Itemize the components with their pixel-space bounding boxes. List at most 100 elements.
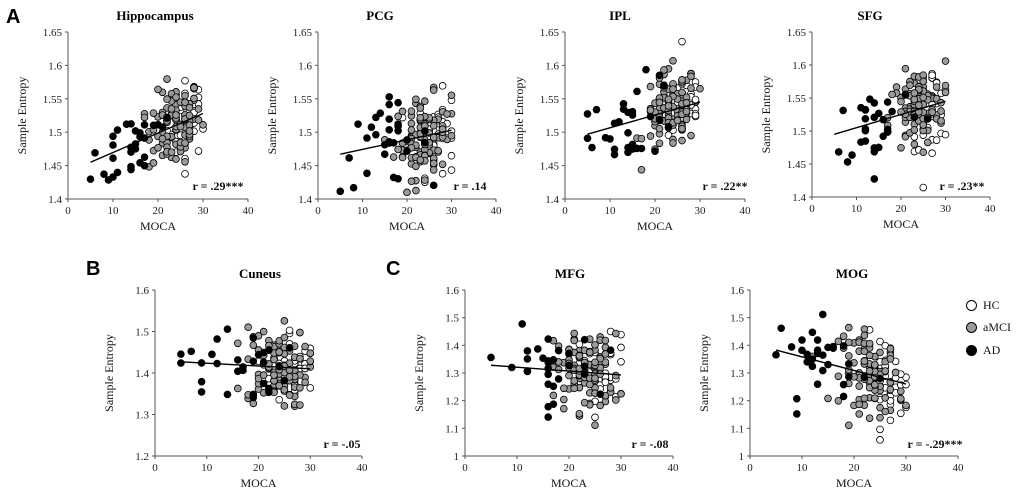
x-tick-label: 20 <box>253 462 265 474</box>
data-point <box>585 380 594 389</box>
data-point <box>345 154 353 162</box>
legend-hc: HC <box>966 298 1000 313</box>
data-point <box>185 103 194 112</box>
data-point <box>855 400 863 409</box>
data-point <box>591 374 599 383</box>
trend-line <box>834 100 946 135</box>
data-point <box>275 348 284 356</box>
data-point <box>601 350 610 358</box>
data-point <box>910 113 919 122</box>
data-point <box>617 390 625 398</box>
data-point <box>919 93 928 102</box>
data-point <box>394 120 402 128</box>
data-point <box>886 344 895 353</box>
y-tick-label: 1.55 <box>787 93 807 105</box>
y-tick-label: 1.6 <box>545 60 559 72</box>
data-point <box>870 144 879 152</box>
data-point <box>565 361 573 370</box>
data-point <box>619 105 628 113</box>
x-tick-label: 0 <box>315 205 321 217</box>
data-point <box>234 367 242 376</box>
data-point <box>296 328 304 337</box>
y-tick-label: 1.6 <box>135 285 149 297</box>
data-point <box>394 112 402 121</box>
data-point <box>591 421 599 429</box>
data-point <box>857 103 865 112</box>
data-point <box>539 354 547 363</box>
data-point <box>919 71 928 79</box>
data-point <box>254 350 263 359</box>
y-tick-label: 1 <box>739 451 745 463</box>
data-point <box>407 107 416 115</box>
data-point <box>163 75 171 83</box>
data-point <box>655 124 664 133</box>
x-tick-label: 0 <box>809 203 815 215</box>
y-tick-label: 1.3 <box>730 368 744 380</box>
data-point <box>438 169 447 178</box>
data-point <box>876 337 884 346</box>
data-point <box>109 154 117 162</box>
data-point <box>896 394 905 403</box>
data-point <box>443 110 451 118</box>
data-point <box>91 149 99 157</box>
data-point <box>896 387 905 396</box>
x-tick-label: 10 <box>201 462 213 474</box>
data-point <box>865 351 874 360</box>
data-point <box>194 147 203 155</box>
data-point <box>678 124 686 133</box>
data-point <box>937 107 945 115</box>
x-tick-label: 30 <box>695 205 707 217</box>
x-tick-label: 20 <box>564 462 576 474</box>
data-point <box>580 398 589 407</box>
data-point <box>181 139 189 147</box>
data-point <box>591 358 599 367</box>
data-point <box>429 86 438 94</box>
data-point <box>438 160 447 169</box>
data-point <box>860 394 869 403</box>
y-tick-label: 1.5 <box>792 126 806 138</box>
data-point <box>611 396 620 404</box>
data-point <box>866 95 874 103</box>
data-point <box>363 134 371 142</box>
data-point <box>407 177 416 185</box>
data-point <box>660 66 668 74</box>
data-point <box>897 97 905 106</box>
data-point <box>447 166 456 174</box>
x-tick-label: 0 <box>152 462 158 474</box>
data-point <box>197 388 206 396</box>
y-tick-label: 1.5 <box>135 327 149 339</box>
data-point <box>834 396 843 405</box>
data-point <box>848 151 856 159</box>
data-point <box>798 346 806 355</box>
data-point <box>891 368 900 377</box>
data-point <box>886 355 895 363</box>
data-point <box>249 393 258 402</box>
x-tick-label: 0 <box>462 462 468 474</box>
data-point <box>140 161 149 170</box>
data-point <box>928 108 936 116</box>
data-point <box>592 105 601 114</box>
y-tick-label: 1.2 <box>445 396 459 408</box>
data-point <box>611 329 620 338</box>
data-point <box>798 336 806 344</box>
data-point <box>861 137 870 145</box>
scatter-panel-mog: MOG 1 1.1 1.2 1.3 1.4 1.5 1.6 0 10 20 30 40 MOCA Sampl… <box>697 266 964 490</box>
data-point <box>549 391 558 400</box>
y-tick-label: 1.6 <box>298 60 312 72</box>
data-point <box>919 183 928 192</box>
legend-amci: aMCI <box>966 320 1011 335</box>
data-point <box>385 115 394 123</box>
data-point <box>941 88 950 97</box>
legend-ad: AD <box>966 343 1000 358</box>
data-point <box>172 111 180 119</box>
data-point <box>901 91 910 99</box>
data-point <box>844 338 853 347</box>
data-point <box>559 384 568 393</box>
data-point <box>181 76 189 85</box>
data-point <box>367 123 376 131</box>
data-point <box>941 130 950 139</box>
data-point <box>544 402 552 411</box>
data-point <box>596 401 604 410</box>
data-point <box>617 343 625 352</box>
panel-title: Cuneus <box>239 266 281 281</box>
